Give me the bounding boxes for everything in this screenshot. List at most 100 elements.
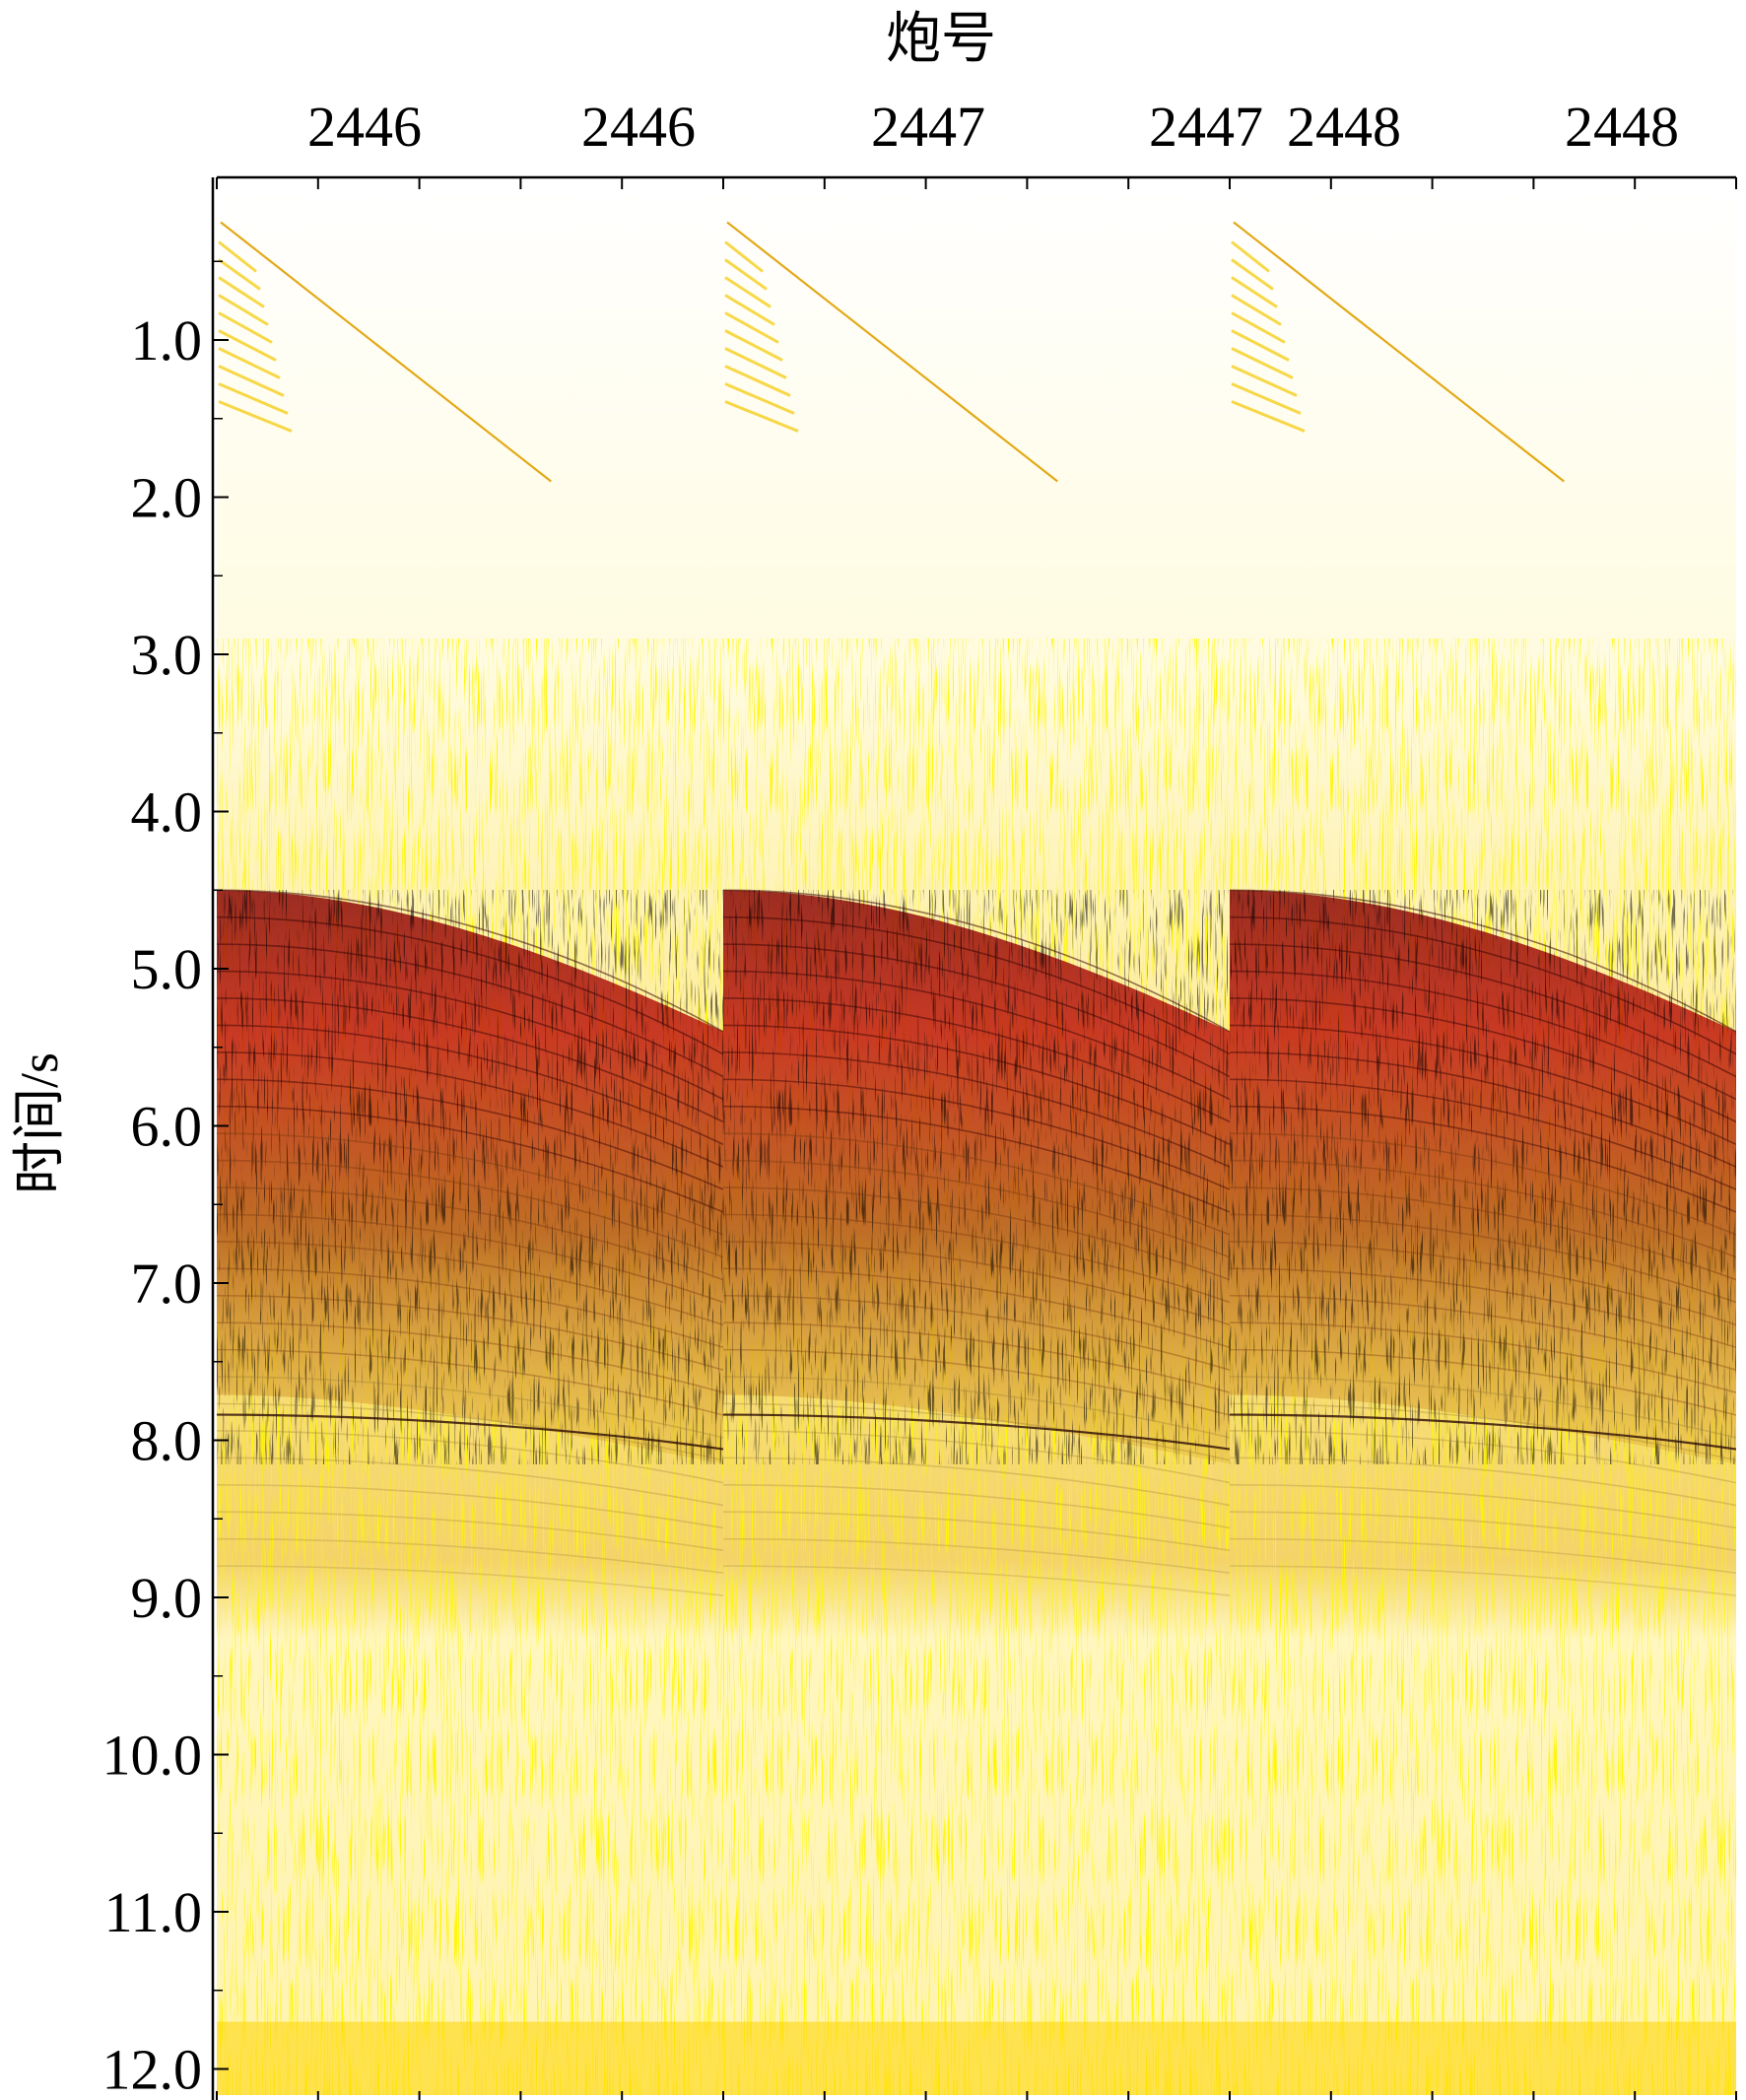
reflection-line [217,1241,724,1326]
reflection-line [722,1294,1231,1371]
reflection-line [722,1186,1231,1281]
deep-event [1229,1413,1736,1451]
reflection-line [217,1537,724,1575]
reflection-line [217,1565,724,1596]
near-offset-stripe [1231,311,1286,344]
reflection-texture [217,890,723,1464]
direct-wave [726,221,1058,483]
near-offset-stripe [1231,276,1278,308]
y-tick-label: 5.0 [131,937,203,1001]
y-tick-label: 11.0 [104,1880,202,1944]
near-offset-stripe [724,347,787,379]
reflection-line [217,1456,724,1507]
panel-shot-2446 [217,191,724,2095]
near-offset-stripe [724,311,779,344]
near-offset-stripe [724,294,775,326]
reflection-line [217,970,724,1101]
x-tick-label: 2447 [871,95,985,159]
near-offset-stripe [218,240,257,273]
near-offset-stripe [1231,347,1294,379]
y-tick-label: 8.0 [131,1409,203,1473]
reflection-line [1229,970,1736,1101]
reflection-line [1229,889,1736,1033]
plot-area [217,191,1736,2095]
reflection-line [722,1105,1231,1213]
reflection-line [217,943,724,1078]
reflection-line [722,889,1231,1033]
deep-event [217,1413,724,1451]
near-offset-stripe [1231,382,1302,415]
reflection-line [217,1132,724,1236]
reflection-line [722,1565,1231,1596]
panel-shot-2447 [722,191,1231,2095]
near-offset-stripe [724,258,768,291]
reflection-line [722,1159,1231,1258]
x-tick-label: 2447 [1149,95,1263,159]
bottom-noise [723,2021,1230,2095]
near-offset-stripe [218,400,293,433]
reflection-line [1229,1105,1736,1213]
reflection-line [722,1456,1231,1507]
reflection-line [1229,1241,1736,1326]
reflection-line [1229,1456,1736,1507]
reflection-line [1229,1213,1736,1304]
reflection-line [217,1159,724,1258]
y-tick-label: 10.0 [102,1724,203,1788]
reflection-line [217,1051,724,1168]
near-offset-stripe [1231,400,1306,433]
reflection-line [1229,997,1736,1123]
reflection-line [722,943,1231,1078]
reflection-line [722,1511,1231,1552]
reflection-line [1229,1267,1736,1349]
reflection-line [1229,1376,1736,1439]
reflection-line [1229,1537,1736,1575]
reflection-line [722,1321,1231,1393]
near-offset-stripe [218,365,285,397]
direct-wave [220,221,552,483]
bottom-noise [1230,2021,1736,2095]
reflection-line [1229,943,1736,1078]
reflection-line [722,1051,1231,1168]
y-tick-label: 6.0 [131,1095,203,1159]
reflection-line [217,997,724,1123]
x-tick-label: 2446 [581,95,696,159]
reflection-line [722,1213,1231,1304]
reflection-line [722,1241,1231,1326]
reflection-line [722,1078,1231,1190]
reflection-line [217,1430,724,1484]
bottom-noise [217,2021,723,2095]
reflection-line [722,1348,1231,1416]
reflection-line [1229,1186,1736,1281]
y-axis-label: 时间/s [10,1052,69,1194]
y-tick-label: 3.0 [131,623,203,687]
near-offset-stripe [724,365,791,397]
reflection-line [1229,1078,1736,1190]
y-tick-label: 4.0 [131,780,203,845]
y-tick-label: 7.0 [131,1252,203,1316]
reflection-texture [1230,890,1736,1464]
near-offset-stripe [1231,365,1298,397]
near-offset-stripe [724,382,795,415]
reflection-line [217,1402,724,1461]
near-offset-stripe [724,276,772,308]
reflection-line [1229,1132,1736,1236]
reflection-line [722,970,1231,1101]
direct-wave [1233,221,1565,483]
panel-shot-2448 [1229,191,1736,2095]
near-offset-stripe [1231,240,1270,273]
near-offset-stripe [724,329,783,362]
reflection-line [217,1186,724,1281]
reflection-line [1229,1294,1736,1371]
near-offset-stripe [218,276,265,308]
near-offset-stripe [1231,258,1274,291]
reflection-texture [723,890,1230,1464]
reflection-line [217,1024,724,1145]
reflection-line [722,915,1231,1055]
reflection-line [722,1537,1231,1575]
reflection-line [1229,1484,1736,1529]
reflection-line [217,1105,724,1213]
reflection-line [217,1484,724,1529]
reflection-line [217,915,724,1055]
reflection-line [217,1321,724,1393]
